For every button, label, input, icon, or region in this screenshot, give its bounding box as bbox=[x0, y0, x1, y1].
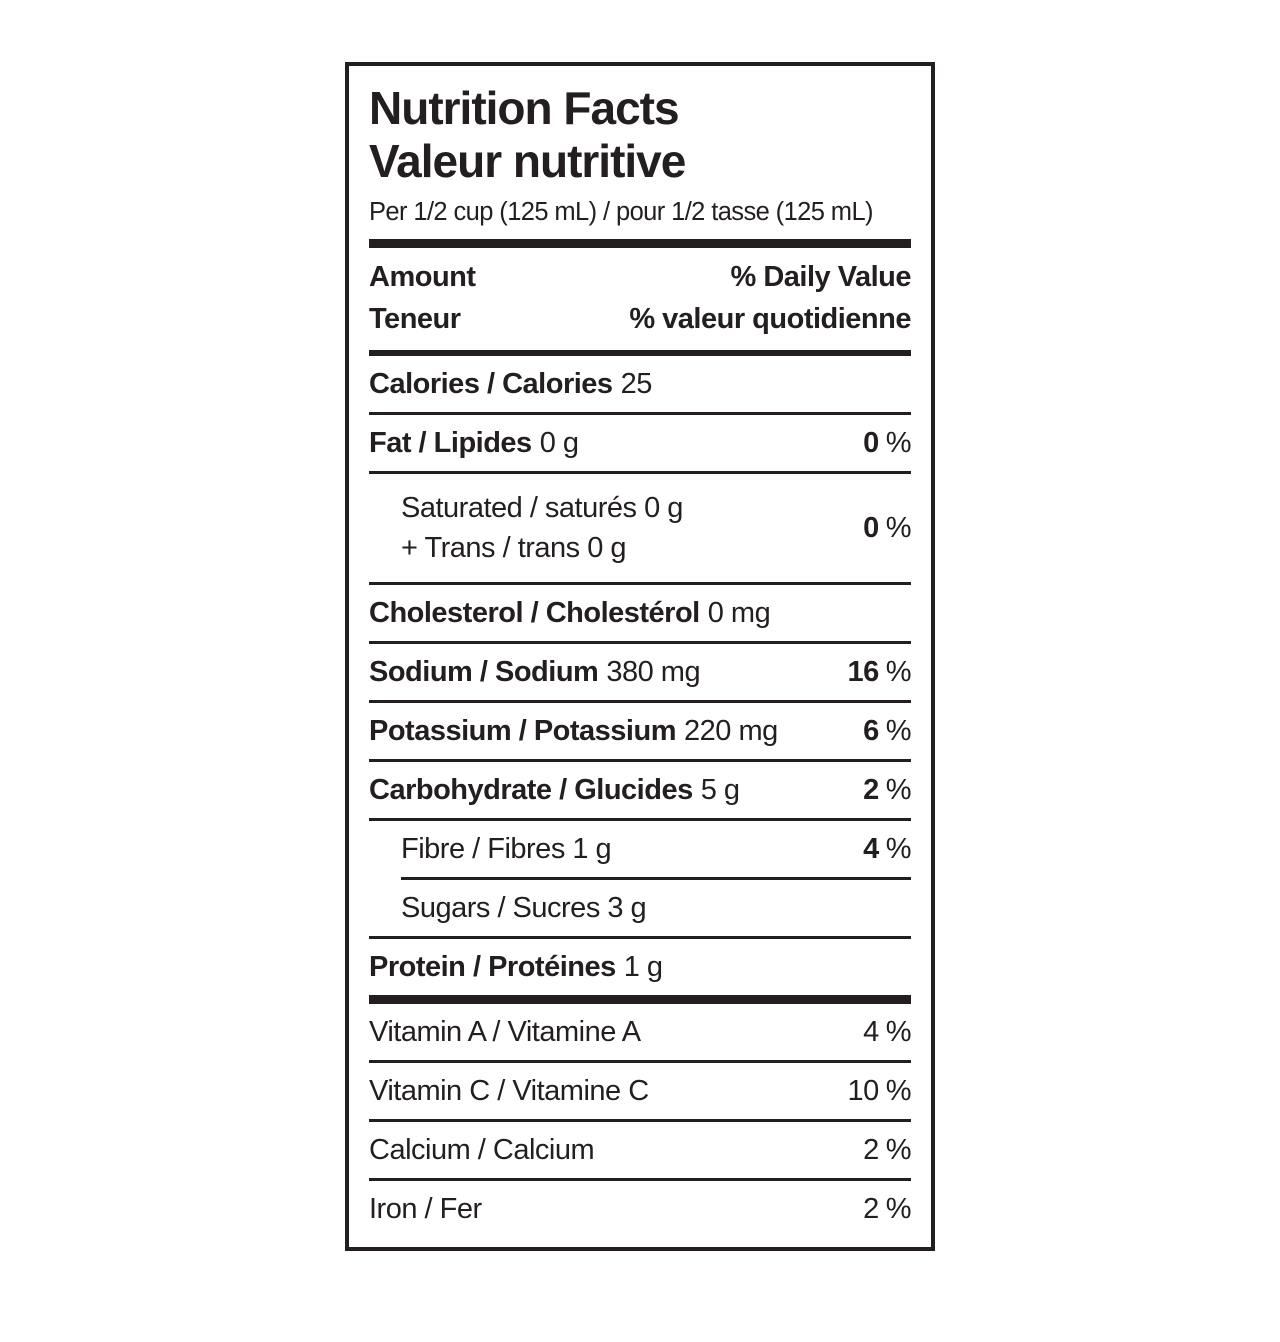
divider-indented bbox=[401, 877, 911, 880]
divider bbox=[369, 818, 911, 821]
amount-header-fr: Teneur bbox=[369, 303, 461, 335]
row-iron: Iron / Fer 2% bbox=[369, 1181, 912, 1237]
row-fat: Fat / Lipides 0 g 0% bbox=[369, 415, 912, 471]
nutrient-label: Vitamin A / Vitamine A bbox=[369, 1015, 641, 1048]
row-cholesterol: Cholesterol / Cholestérol 0 mg bbox=[369, 585, 911, 641]
nutrient-label: Calories / Calories 25 bbox=[369, 367, 652, 400]
row-saturated-trans: Saturated / saturés 0 g + Trans / trans … bbox=[369, 474, 912, 582]
nutrient-label: Iron / Fer bbox=[369, 1192, 482, 1225]
divider bbox=[369, 1060, 911, 1063]
nutrient-label: Protein / Protéines 1 g bbox=[369, 950, 663, 983]
divider bbox=[369, 936, 911, 939]
nutrient-label: Fat / Lipides 0 g bbox=[369, 426, 579, 459]
row-sugars: Sugars / Sucres 3 g bbox=[369, 880, 911, 936]
daily-value: 0% bbox=[863, 511, 911, 544]
daily-value: 2% bbox=[863, 1192, 911, 1225]
daily-value: 2% bbox=[863, 773, 911, 806]
nutrient-label: Potassium / Potassium 220 mg bbox=[369, 714, 778, 747]
nutrition-facts-label: Nutrition Facts Valeur nutritive Per 1/2… bbox=[345, 62, 935, 1251]
divider bbox=[369, 641, 911, 644]
row-vitamin-c: Vitamin C / Vitamine C 10% bbox=[369, 1063, 912, 1119]
row-sodium: Sodium / Sodium 380 mg 16% bbox=[369, 644, 912, 700]
divider-thick-protein bbox=[369, 995, 911, 1004]
divider bbox=[369, 471, 911, 474]
divider bbox=[369, 759, 911, 762]
daily-value: 10% bbox=[847, 1074, 911, 1107]
nutrient-label: Vitamin C / Vitamine C bbox=[369, 1074, 649, 1107]
divider bbox=[369, 700, 911, 703]
row-calcium: Calcium / Calcium 2% bbox=[369, 1122, 912, 1178]
row-protein: Protein / Protéines 1 g bbox=[369, 939, 911, 995]
divider bbox=[369, 1119, 911, 1122]
row-potassium: Potassium / Potassium 220 mg 6% bbox=[369, 703, 912, 759]
daily-value-header-fr: % valeur quotidienne bbox=[629, 303, 911, 335]
serving-size: Per 1/2 cup (125 mL) / pour 1/2 tasse (1… bbox=[369, 198, 874, 226]
nutrient-label: Fibre / Fibres 1 g bbox=[401, 832, 612, 865]
daily-value: 6% bbox=[863, 714, 911, 747]
label-title-fr: Valeur nutritive bbox=[369, 135, 686, 187]
column-headers: Amount % Daily Value Teneur % valeur quo… bbox=[369, 248, 911, 350]
nutrient-label: Calcium / Calcium bbox=[369, 1133, 595, 1166]
nutrient-label: Carbohydrate / Glucides 5 g bbox=[369, 773, 740, 806]
daily-value: 2% bbox=[863, 1133, 911, 1166]
daily-value: 16% bbox=[847, 655, 911, 688]
daily-value: 4% bbox=[863, 1015, 911, 1048]
divider-thick-top bbox=[369, 239, 911, 248]
divider bbox=[369, 1178, 911, 1181]
amount-header-en: Amount bbox=[369, 261, 476, 293]
nutrient-label: Sodium / Sodium 380 mg bbox=[369, 655, 701, 688]
nutrient-label: Cholesterol / Cholestérol 0 mg bbox=[369, 596, 771, 629]
divider bbox=[369, 412, 911, 415]
nutrient-label: Sugars / Sucres 3 g bbox=[401, 891, 647, 924]
row-fibre: Fibre / Fibres 1 g 4% bbox=[369, 821, 912, 877]
nutrient-label: Saturated / saturés 0 g + Trans / trans … bbox=[401, 492, 683, 564]
row-calories: Calories / Calories 25 bbox=[369, 356, 911, 412]
label-title-en: Nutrition Facts bbox=[369, 82, 680, 134]
divider-thick-header bbox=[369, 350, 911, 356]
divider bbox=[369, 582, 911, 585]
row-carbohydrate: Carbohydrate / Glucides 5 g 2% bbox=[369, 762, 912, 818]
daily-value-header-en: % Daily Value bbox=[730, 261, 912, 293]
row-vitamin-a: Vitamin A / Vitamine A 4% bbox=[369, 1004, 912, 1060]
daily-value: 4% bbox=[863, 832, 911, 865]
daily-value: 0% bbox=[863, 426, 911, 459]
